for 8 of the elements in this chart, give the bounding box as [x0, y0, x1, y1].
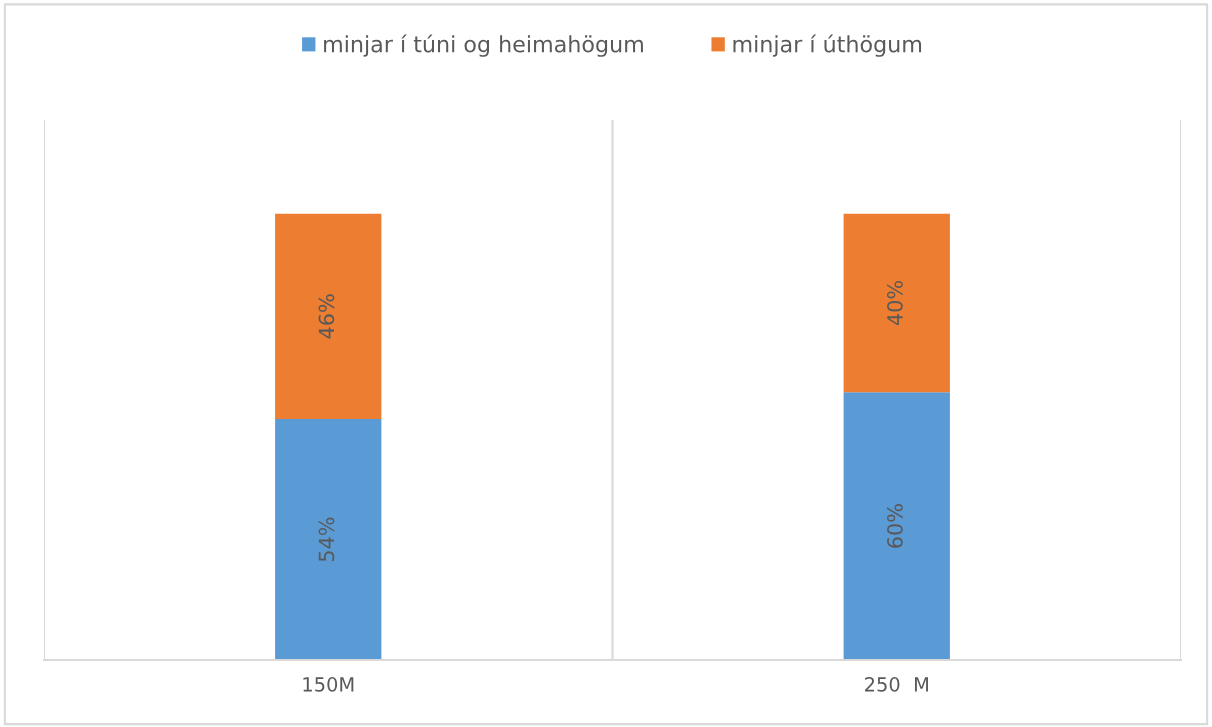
- data-label: 60%: [887, 504, 903, 548]
- x-tick-label: 150M: [303, 677, 354, 692]
- x-tick-label: 250 M: [865, 677, 928, 692]
- data-label: 40%: [887, 280, 903, 326]
- legend-label: minjar í úthögum: [733, 34, 922, 57]
- legend-label: minjar í túni og heimahögum: [324, 34, 643, 57]
- data-label: 46%: [318, 294, 335, 339]
- data-label: 54%: [318, 517, 335, 562]
